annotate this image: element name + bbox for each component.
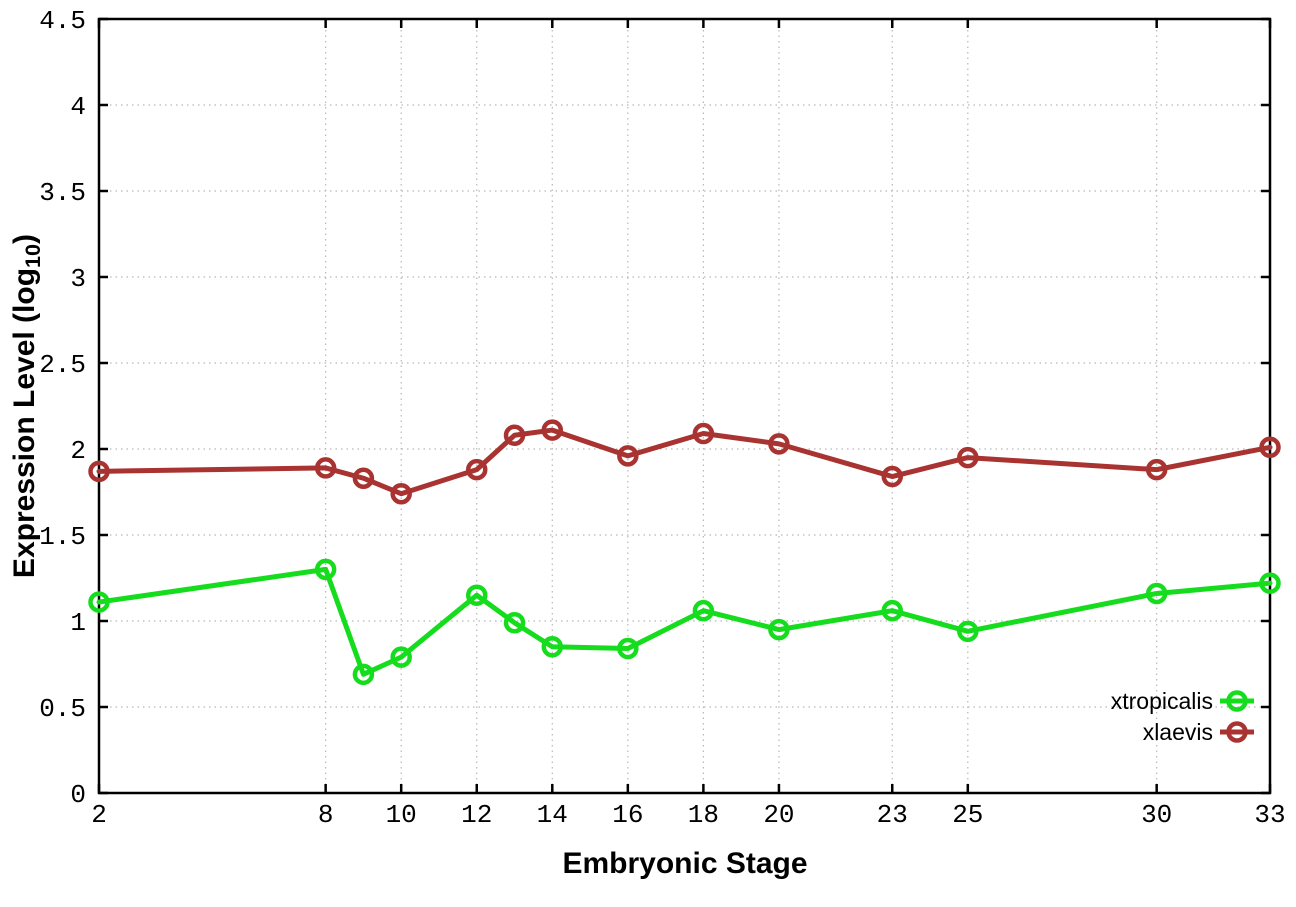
data-point-xtropicalis-2 bbox=[88, 591, 110, 613]
data-point-xtropicalis-8 bbox=[314, 558, 337, 581]
data-point-xlaevis-13 bbox=[503, 424, 526, 446]
data-point-xlaevis-10 bbox=[390, 482, 412, 505]
y-tick-label-3.5: 3.5 bbox=[39, 178, 86, 208]
data-point-xtropicalis-9 bbox=[352, 663, 375, 686]
data-point-xtropicalis-10 bbox=[390, 646, 412, 668]
x-tick-label-20: 20 bbox=[763, 800, 794, 830]
y-tick-label-4.5: 4.5 bbox=[39, 6, 86, 36]
data-point-xlaevis-9 bbox=[352, 467, 375, 489]
data-point-xlaevis-20 bbox=[768, 433, 790, 455]
legend-marker-xtropicalis bbox=[1226, 690, 1248, 712]
y-tick-label-2.5: 2.5 bbox=[39, 350, 86, 380]
data-point-xtropicalis-12 bbox=[465, 584, 488, 606]
x-tick-label-16: 16 bbox=[612, 800, 643, 830]
data-point-xlaevis-14 bbox=[541, 419, 564, 441]
y-axis-title-suffix: ) bbox=[7, 233, 41, 244]
data-point-xlaevis-25 bbox=[957, 446, 979, 469]
data-point-xlaevis-12 bbox=[465, 458, 488, 481]
data-point-xtropicalis-23 bbox=[881, 599, 904, 622]
y-tick-label-0.5: 0.5 bbox=[39, 694, 86, 724]
data-point-xlaevis-18 bbox=[692, 422, 715, 445]
y-tick-label-1: 1 bbox=[70, 608, 86, 638]
data-point-xlaevis-23 bbox=[881, 465, 904, 488]
y-tick-label-2: 2 bbox=[70, 436, 86, 466]
data-point-xtropicalis-14 bbox=[541, 636, 564, 658]
plot-border bbox=[97, 17, 1272, 795]
data-point-xtropicalis-18 bbox=[692, 599, 715, 622]
y-tick-label-0: 0 bbox=[70, 780, 86, 810]
series-line-xlaevis bbox=[96, 427, 1273, 497]
x-tick-label-18: 18 bbox=[688, 800, 719, 830]
x-tick-label-12: 12 bbox=[461, 800, 492, 830]
y-axis-title-subscript: 10 bbox=[20, 243, 46, 268]
legend-label-xlaevis: xlaevis bbox=[1143, 719, 1213, 745]
x-tick-label-8: 8 bbox=[318, 800, 334, 830]
y-axis-title-text: Expression Level (log bbox=[7, 267, 41, 579]
data-point-xtropicalis-20 bbox=[768, 618, 790, 641]
data-point-xtropicalis-16 bbox=[617, 637, 639, 660]
series-line-xtropicalis bbox=[96, 566, 1273, 677]
data-point-xlaevis-30 bbox=[1145, 458, 1168, 481]
x-axis-title: Embryonic Stage bbox=[562, 847, 808, 880]
x-tick-label-23: 23 bbox=[877, 800, 908, 830]
data-point-xlaevis-8 bbox=[314, 457, 337, 479]
legend-label-xtropicalis: xtropicalis bbox=[1111, 688, 1213, 714]
x-tick-label-10: 10 bbox=[386, 800, 417, 830]
legend-marker-xlaevis bbox=[1226, 721, 1248, 743]
data-point-xlaevis-16 bbox=[617, 445, 639, 467]
x-tick-label-33: 33 bbox=[1254, 800, 1285, 830]
data-point-xlaevis-33 bbox=[1259, 436, 1281, 459]
data-point-xtropicalis-13 bbox=[503, 611, 526, 634]
x-tick-label-14: 14 bbox=[537, 800, 568, 830]
y-tick-label-3: 3 bbox=[70, 264, 86, 294]
data-point-xtropicalis-30 bbox=[1145, 582, 1168, 605]
data-point-xlaevis-2 bbox=[88, 460, 110, 483]
y-tick-label-1.5: 1.5 bbox=[39, 522, 86, 552]
x-tick-label-2: 2 bbox=[91, 800, 107, 830]
data-point-xtropicalis-33 bbox=[1259, 572, 1281, 594]
y-tick-label-4: 4 bbox=[70, 92, 86, 122]
x-tick-label-30: 30 bbox=[1141, 800, 1172, 830]
data-point-xtropicalis-25 bbox=[957, 620, 979, 643]
y-axis-title: Expression Level (log10) bbox=[8, 234, 46, 578]
x-tick-label-25: 25 bbox=[952, 800, 983, 830]
